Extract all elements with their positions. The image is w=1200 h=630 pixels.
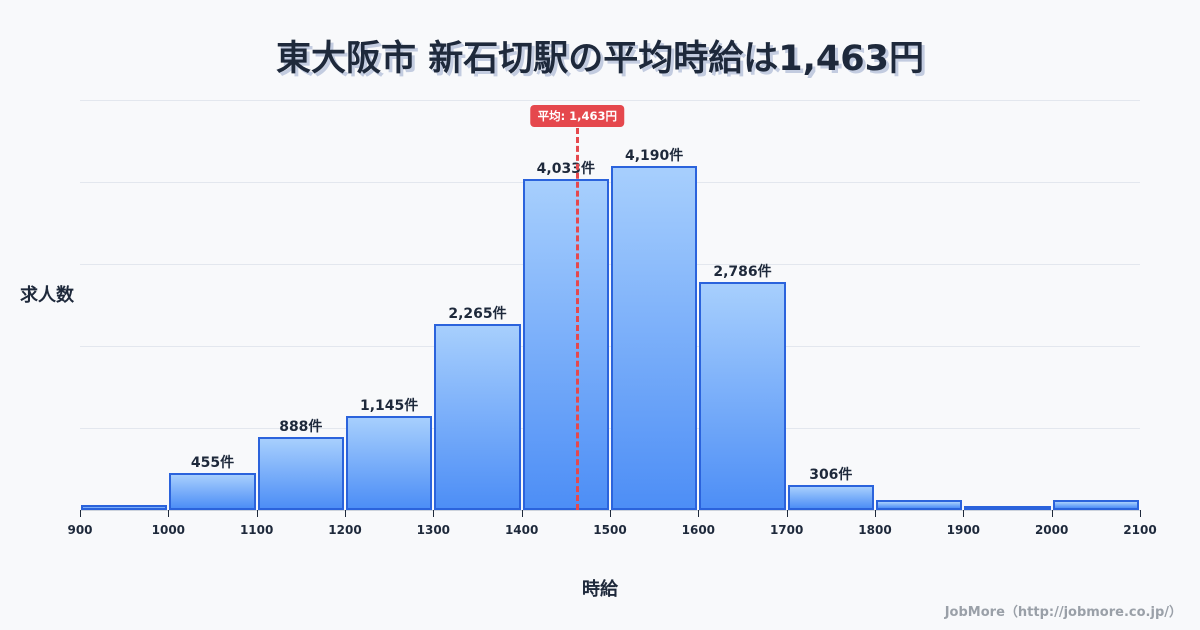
- x-tick-label: 1900: [946, 523, 981, 537]
- gridline: [80, 346, 1140, 347]
- gridline: [80, 100, 1140, 101]
- histogram-bar: [257, 437, 344, 510]
- bar-value-label: 4,190件: [625, 148, 684, 165]
- mean-line: [576, 128, 580, 510]
- x-tick: [433, 510, 435, 517]
- x-tick-label: 1500: [593, 523, 627, 537]
- x-tick-label: 1200: [328, 523, 362, 537]
- bar-value-label: 1,145件: [360, 398, 419, 415]
- histogram-bar: [434, 324, 521, 510]
- histogram-bar: [346, 416, 433, 510]
- x-tick-label: 1000: [151, 523, 186, 537]
- x-tick-label: 1400: [504, 523, 539, 537]
- x-tick: [521, 510, 523, 517]
- x-tick-label: 1800: [858, 523, 892, 537]
- x-tick: [80, 510, 81, 517]
- x-tick-label: 2000: [1034, 523, 1069, 537]
- x-tick-label: 1300: [416, 523, 451, 537]
- histogram-bar: [787, 484, 874, 510]
- x-tick: [875, 510, 876, 517]
- x-tick: [698, 510, 700, 517]
- x-tick-label: 1700: [769, 523, 804, 537]
- bar-value-label: 2,786件: [713, 263, 772, 280]
- x-tick: [963, 510, 965, 517]
- bar-value-label: 306件: [809, 466, 853, 483]
- chart-title: 東大阪市 新石切駅の平均時給は1,463円: [276, 39, 924, 79]
- histogram-bar: [611, 166, 698, 510]
- gridline: [80, 182, 1140, 183]
- histogram-bar: [964, 505, 1051, 510]
- x-tick: [1140, 510, 1141, 517]
- histogram-bar: [522, 179, 609, 510]
- x-tick: [610, 510, 611, 517]
- gridline: [80, 264, 1140, 265]
- bar-value-label: 4,033件: [536, 161, 595, 178]
- x-tick-label: 900: [67, 523, 93, 537]
- x-tick: [256, 510, 258, 517]
- source-credit: JobMore（http://jobmore.co.jp/）: [944, 605, 1182, 620]
- x-tick: [1051, 510, 1053, 517]
- x-axis-label: 時給: [582, 579, 618, 600]
- x-tick: [786, 510, 788, 517]
- bar-value-label: 455件: [190, 454, 235, 471]
- x-tick-label: 2100: [1123, 523, 1157, 537]
- x-tick-label: 1600: [681, 523, 716, 537]
- histogram-bar: [699, 281, 786, 510]
- x-tick: [168, 510, 170, 517]
- x-tick: [345, 510, 346, 517]
- y-axis-label: 求人数: [20, 285, 74, 306]
- histogram-bar: [81, 505, 168, 510]
- mean-badge: 平均: 1,463円: [530, 105, 625, 127]
- histogram-bar: [1052, 500, 1139, 510]
- x-tick-label: 1100: [239, 523, 274, 537]
- histogram-bar: [169, 472, 256, 510]
- bar-value-label: 2,265件: [448, 306, 507, 323]
- bar-value-label: 888件: [279, 419, 323, 436]
- gridline: [80, 428, 1140, 429]
- histogram-bar: [876, 500, 963, 510]
